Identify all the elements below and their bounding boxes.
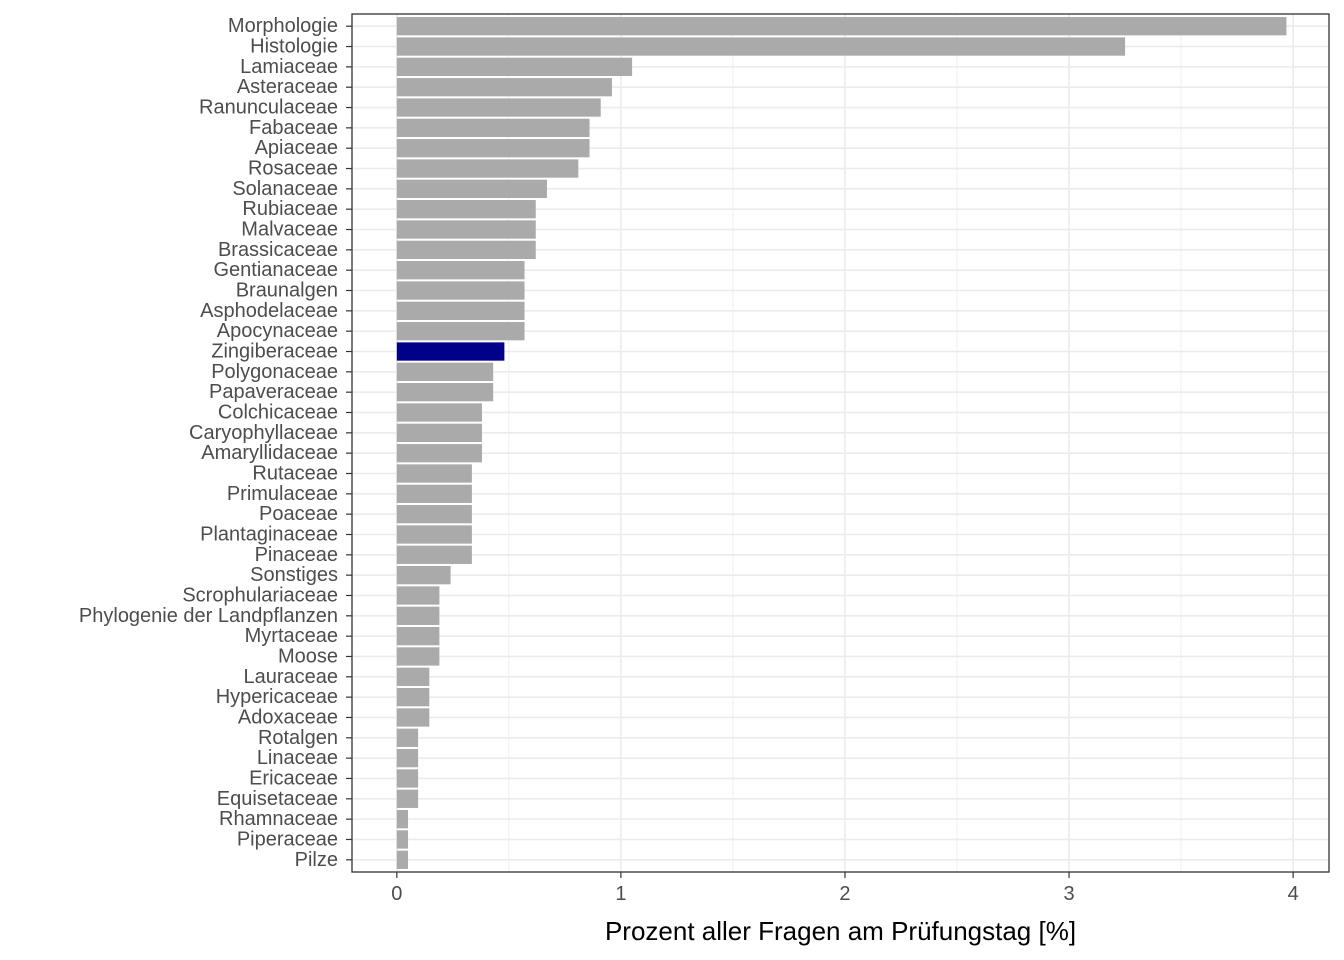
bar: [396, 850, 409, 869]
bar: [396, 159, 579, 178]
category-label: Apocynaceae: [217, 320, 338, 342]
category-label: Colchicaceae: [218, 402, 338, 424]
category-label: Rutaceae: [252, 462, 338, 484]
category-label: Poaceae: [259, 503, 338, 525]
category-label: Pilze: [295, 849, 338, 871]
x-tick-label: 2: [839, 883, 850, 905]
category-label: Brassicaceae: [218, 239, 338, 261]
category-label: Gentianaceae: [213, 259, 338, 281]
category-label: Phylogenie der Landpflanzen: [79, 605, 338, 627]
bar: [396, 17, 1287, 36]
bar: [396, 37, 1126, 56]
bar: [396, 748, 419, 768]
category-label: Apiaceae: [255, 137, 338, 159]
category-label: Sonstiges: [250, 564, 338, 586]
category-label: Amaryllidaceae: [201, 442, 338, 464]
bar: [396, 464, 472, 483]
category-label: Morphologie: [228, 15, 338, 37]
category-label: Zingiberaceae: [211, 341, 338, 363]
category-label: Hypericaceae: [216, 686, 338, 708]
category-label: Adoxaceae: [238, 706, 338, 728]
bar: [396, 484, 472, 503]
x-tick-label: 4: [1288, 883, 1299, 905]
bar: [396, 505, 472, 524]
bar: [396, 403, 482, 422]
bar: [396, 383, 494, 402]
category-label: Solanaceae: [232, 178, 338, 200]
x-tick-label: 3: [1064, 883, 1075, 905]
bar: [396, 606, 440, 625]
bar: [396, 525, 472, 544]
bar: [396, 118, 590, 138]
bar: [396, 687, 430, 707]
bar: [396, 423, 482, 442]
category-label: Rotalgen: [258, 727, 338, 749]
category-label: Pinaceae: [255, 544, 338, 566]
category-label: Fabaceae: [249, 117, 338, 139]
bar: [396, 566, 451, 585]
x-axis-title: Prozent aller Fragen am Prüfungstag [%]: [605, 916, 1076, 946]
bar: [396, 57, 633, 77]
bar: [396, 728, 419, 747]
bar: [396, 261, 525, 280]
category-label: Asteraceae: [237, 76, 338, 98]
category-label: Rubiaceae: [242, 198, 338, 220]
category-label: Malvaceae: [241, 219, 338, 241]
category-label: Scrophulariaceae: [182, 584, 338, 606]
bar: [396, 789, 419, 808]
bar: [396, 586, 440, 605]
bar: [396, 139, 590, 158]
bar: [396, 830, 409, 849]
bar: [396, 200, 536, 219]
category-label: Myrtaceae: [245, 625, 338, 647]
x-tick-label: 0: [391, 883, 402, 905]
x-axis-ticks: 0 1 2 3 4: [391, 872, 1299, 905]
bar: [396, 769, 419, 788]
bar: [396, 220, 536, 239]
bar: [396, 708, 430, 727]
bar: [396, 240, 536, 259]
category-label: Ranunculaceae: [199, 97, 338, 119]
bar: [396, 627, 440, 646]
category-label: Primulaceae: [227, 483, 338, 505]
bar: [396, 362, 494, 381]
bar: [396, 322, 525, 341]
category-label: Asphodelaceae: [200, 300, 338, 322]
bar: [396, 545, 472, 564]
bar: [396, 301, 525, 320]
bar: [396, 98, 601, 117]
category-labels: MorphologieHistologieLamiaceaeAsteraceae…: [79, 15, 338, 871]
bar: [396, 179, 547, 199]
category-label: Ericaceae: [249, 767, 338, 789]
bar: [396, 342, 505, 361]
category-label: Polygonaceae: [211, 361, 338, 383]
category-label: Moose: [278, 645, 338, 667]
bar: [396, 647, 440, 666]
category-label: Plantaginaceae: [200, 523, 338, 545]
category-label: Lauraceae: [243, 666, 338, 688]
bar: [396, 281, 525, 300]
bars: [396, 17, 1287, 869]
y-axis-ticks: [346, 25, 352, 861]
bar: [396, 667, 430, 686]
category-label: Equisetaceae: [217, 788, 338, 810]
x-tick-label: 1: [615, 883, 626, 905]
category-label: Histologie: [250, 36, 338, 58]
category-label: Caryophyllaceae: [189, 422, 338, 444]
bar: [396, 78, 612, 97]
panel-border: [351, 13, 1330, 873]
category-label: Piperaceae: [237, 828, 338, 850]
category-label: Papaveraceae: [209, 381, 338, 403]
category-label: Rosaceae: [248, 158, 338, 180]
category-label: Rhamnaceae: [219, 808, 338, 830]
bar: [396, 809, 409, 829]
category-label: Lamiaceae: [240, 56, 338, 78]
category-label: Linaceae: [257, 747, 338, 769]
bar: [396, 444, 482, 463]
category-label: Braunalgen: [236, 280, 338, 302]
